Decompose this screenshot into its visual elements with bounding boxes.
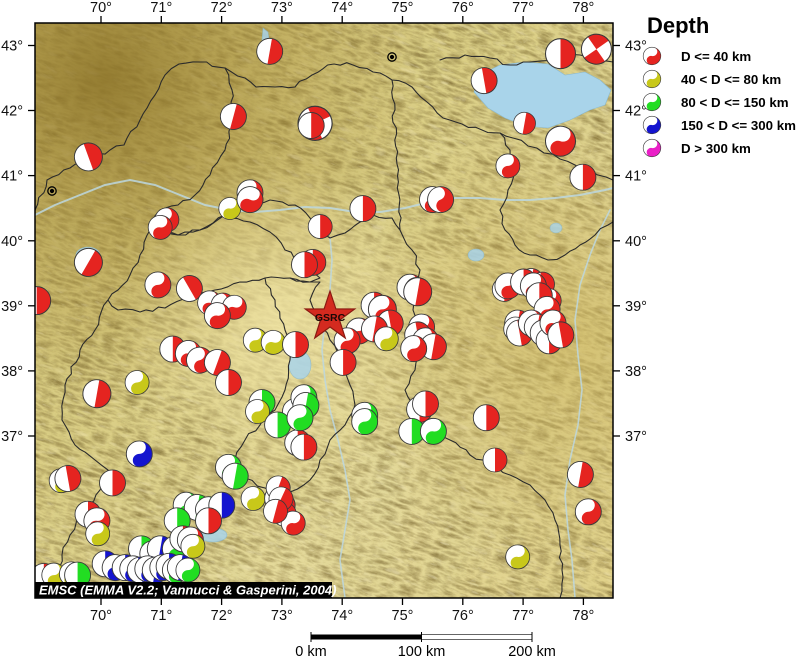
svg-text:42°: 42° — [625, 104, 647, 120]
svg-text:41°: 41° — [625, 169, 647, 185]
svg-text:0 km: 0 km — [295, 644, 326, 660]
svg-text:150 < D <= 300 km: 150 < D <= 300 km — [681, 118, 796, 133]
svg-text:74°: 74° — [331, 608, 353, 624]
svg-text:Depth: Depth — [647, 13, 709, 38]
svg-text:72°: 72° — [211, 0, 233, 16]
svg-text:70°: 70° — [90, 608, 112, 624]
svg-text:71°: 71° — [150, 0, 172, 16]
svg-text:70°: 70° — [90, 0, 112, 16]
svg-text:78°: 78° — [572, 0, 594, 16]
svg-text:40°: 40° — [625, 234, 647, 250]
svg-text:42°: 42° — [1, 104, 23, 120]
svg-text:37°: 37° — [625, 429, 647, 445]
svg-text:41°: 41° — [1, 169, 23, 185]
svg-text:72°: 72° — [211, 608, 233, 624]
svg-text:76°: 76° — [452, 608, 474, 624]
svg-text:43°: 43° — [625, 39, 647, 55]
svg-text:74°: 74° — [331, 0, 353, 16]
svg-text:100 km: 100 km — [398, 644, 446, 660]
svg-text:78°: 78° — [572, 608, 594, 624]
svg-text:75°: 75° — [392, 608, 414, 624]
svg-text:80 < D <= 150 km: 80 < D <= 150 km — [681, 95, 789, 110]
svg-text:39°: 39° — [1, 299, 23, 315]
svg-text:40 < D <= 80 km: 40 < D <= 80 km — [681, 72, 781, 87]
svg-text:73°: 73° — [271, 0, 293, 16]
svg-text:77°: 77° — [512, 608, 534, 624]
svg-text:200 km: 200 km — [508, 644, 556, 660]
svg-text:40°: 40° — [1, 234, 23, 250]
svg-text:GSRC: GSRC — [315, 312, 346, 324]
svg-text:73°: 73° — [271, 608, 293, 624]
svg-text:D <= 40 km: D <= 40 km — [681, 49, 751, 64]
svg-text:D > 300 km: D > 300 km — [681, 141, 751, 156]
svg-text:75°: 75° — [392, 0, 414, 16]
svg-text:71°: 71° — [150, 608, 172, 624]
svg-text:EMSC (EMMA V2.2; Vannucci & Ga: EMSC (EMMA V2.2; Vannucci & Gasperini, 2… — [39, 583, 336, 598]
svg-text:39°: 39° — [625, 299, 647, 315]
svg-text:76°: 76° — [452, 0, 474, 16]
svg-text:38°: 38° — [625, 364, 647, 380]
svg-text:38°: 38° — [1, 364, 23, 380]
svg-text:43°: 43° — [1, 39, 23, 55]
svg-text:77°: 77° — [512, 0, 534, 16]
svg-text:37°: 37° — [1, 429, 23, 445]
